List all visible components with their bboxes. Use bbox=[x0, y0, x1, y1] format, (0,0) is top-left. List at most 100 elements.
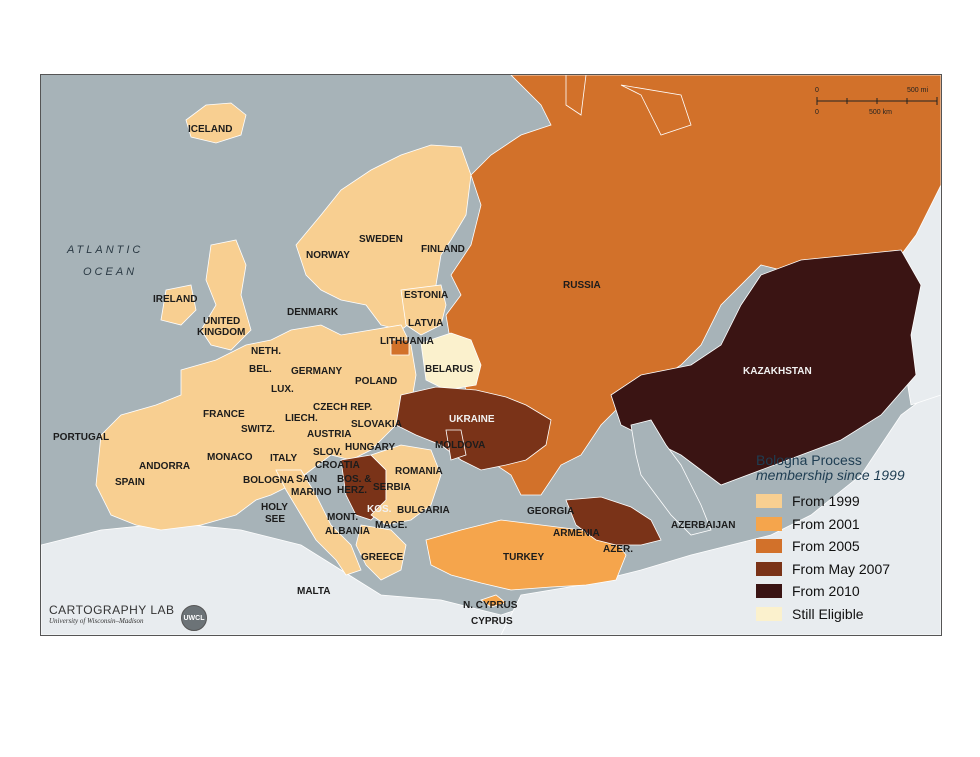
label-switzerland: SWITZ. bbox=[241, 424, 275, 435]
bologna-process-map: 0 500 mi 0 500 km ATLANTIC OCEAN ICELAND… bbox=[40, 74, 942, 636]
legend-label: From 2010 bbox=[792, 583, 860, 600]
label-spain: SPAIN bbox=[115, 477, 145, 488]
label-monaco: MONACO bbox=[207, 452, 253, 463]
label-italy: ITALY bbox=[270, 453, 298, 464]
legend-swatch-from-2005 bbox=[756, 539, 782, 554]
label-luxembourg: LUX. bbox=[271, 384, 294, 395]
label-estonia: ESTONIA bbox=[404, 290, 449, 301]
caspian-sea bbox=[630, 419, 712, 536]
label-greece: GREECE bbox=[361, 552, 404, 563]
label-slovakia: SLOVAKIA bbox=[351, 419, 402, 430]
legend-swatch-from-1999 bbox=[756, 494, 782, 509]
legend-label: Still Eligible bbox=[792, 605, 864, 622]
ireland-shape bbox=[160, 284, 197, 326]
label-france: FRANCE bbox=[203, 409, 245, 420]
legend-label: From 2001 bbox=[792, 515, 860, 532]
legend-swatch-from-may-2007 bbox=[756, 561, 782, 576]
lithuania-marker bbox=[390, 339, 410, 356]
credit-block: CARTOGRAPHY LAB University of Wisconsin–… bbox=[49, 603, 175, 625]
label-san-marino-1: SAN bbox=[296, 474, 318, 485]
legend-item: From 2010 bbox=[756, 580, 941, 603]
label-portugal: PORTUGAL bbox=[53, 432, 110, 443]
label-moldova: MOLDOVA bbox=[435, 440, 486, 451]
ocean-label-2: OCEAN bbox=[83, 266, 138, 278]
label-azerbaijan: AZERBAIJAN bbox=[671, 520, 736, 531]
ocean-label-1: ATLANTIC bbox=[67, 244, 144, 256]
kazakhstan-shape bbox=[610, 249, 922, 486]
label-iceland: ICELAND bbox=[188, 124, 233, 135]
label-holy-see-1: HOLY bbox=[261, 502, 288, 513]
label-czech: CZECH REP. bbox=[313, 402, 373, 413]
label-slovenia: SLOV. bbox=[313, 447, 343, 458]
turkey-shape bbox=[425, 519, 627, 591]
legend-label: From 2005 bbox=[792, 538, 860, 555]
western-europe-shape bbox=[95, 324, 417, 531]
label-ireland: IRELAND bbox=[153, 294, 198, 305]
label-liechtenstein: LIECH. bbox=[285, 413, 318, 424]
label-russia: RUSSIA bbox=[563, 280, 601, 291]
legend-item: From 2001 bbox=[756, 512, 941, 535]
label-kosovo: KOS. bbox=[367, 504, 392, 515]
label-austria: AUSTRIA bbox=[307, 429, 352, 440]
label-azer: AZER. bbox=[603, 544, 633, 555]
label-kazakhstan: KAZAKHSTAN bbox=[743, 366, 812, 377]
label-poland: POLAND bbox=[355, 376, 398, 387]
label-hungary: HUNGARY bbox=[345, 442, 396, 453]
label-cyprus: CYPRUS bbox=[471, 616, 513, 627]
map-canvas bbox=[41, 75, 941, 635]
scale-km-max: 500 km bbox=[869, 109, 892, 116]
legend-title: Bologna Process bbox=[756, 452, 862, 468]
legend-item: From 2005 bbox=[756, 535, 941, 558]
legend-item: From 1999 bbox=[756, 490, 941, 513]
scale-mi-max: 500 mi bbox=[907, 87, 929, 94]
credit-subtitle: University of Wisconsin–Madison bbox=[49, 617, 144, 625]
label-croatia: CROATIA bbox=[315, 460, 360, 471]
label-uk-1: UNITED bbox=[203, 316, 241, 327]
cyprus-shape bbox=[480, 594, 507, 608]
label-macedonia: MACE. bbox=[375, 520, 408, 531]
label-albania: ALBANIA bbox=[325, 526, 370, 537]
legend-label: From 1999 bbox=[792, 493, 860, 510]
moldova-shape bbox=[445, 429, 467, 461]
legend-item: From May 2007 bbox=[756, 557, 941, 580]
label-lithuania: LITHUANIA bbox=[380, 336, 434, 347]
legend: Bologna Process membership since 1999 Fr… bbox=[756, 452, 941, 625]
scale-km-zero: 0 bbox=[815, 109, 819, 116]
caucasus-shape bbox=[565, 496, 662, 546]
greece-shape bbox=[355, 524, 407, 581]
label-bologna: BOLOGNA bbox=[243, 475, 295, 486]
label-belarus: BELARUS bbox=[425, 364, 474, 375]
label-belgium: BEL. bbox=[249, 364, 272, 375]
label-romania: ROMANIA bbox=[395, 466, 443, 477]
label-latvia: LATVIA bbox=[408, 318, 444, 329]
label-malta: MALTA bbox=[297, 586, 331, 597]
legend-subtitle: membership since 1999 bbox=[756, 467, 905, 484]
label-norway: NORWAY bbox=[306, 250, 350, 261]
label-netherlands: NETH. bbox=[251, 346, 281, 357]
legend-swatch-from-2001 bbox=[756, 516, 782, 531]
balkans-shape bbox=[370, 444, 442, 526]
label-uk-2: KINGDOM bbox=[197, 327, 246, 338]
scandinavia-shape bbox=[295, 144, 472, 331]
baltics-shape bbox=[400, 284, 447, 336]
scale-mi-zero: 0 bbox=[815, 87, 819, 94]
label-san-marino-2: MARINO bbox=[291, 487, 332, 498]
uk-shape bbox=[200, 239, 252, 351]
label-georgia: GEORGIA bbox=[527, 506, 575, 517]
label-armenia: ARMENIA bbox=[553, 528, 600, 539]
label-serbia: SERBIA bbox=[373, 482, 411, 493]
label-ukraine: UKRAINE bbox=[449, 414, 495, 425]
legend-item: Still Eligible bbox=[756, 602, 941, 625]
legend-label: From May 2007 bbox=[792, 560, 891, 577]
label-finland: FINLAND bbox=[421, 244, 465, 255]
label-bosnia-2: HERZ. bbox=[337, 485, 367, 496]
label-bosnia-1: BOS. & bbox=[337, 474, 372, 485]
scale-bar: 0 500 mi 0 500 km bbox=[813, 85, 941, 125]
legend-swatch-from-2010 bbox=[756, 584, 782, 599]
ukraine-shape bbox=[395, 386, 552, 471]
italy-shape bbox=[275, 469, 362, 576]
label-montenegro: MONT. bbox=[327, 512, 359, 523]
russia-north-islands bbox=[565, 75, 692, 136]
label-andorra: ANDORRA bbox=[139, 461, 191, 472]
iceland-shape bbox=[185, 102, 247, 144]
